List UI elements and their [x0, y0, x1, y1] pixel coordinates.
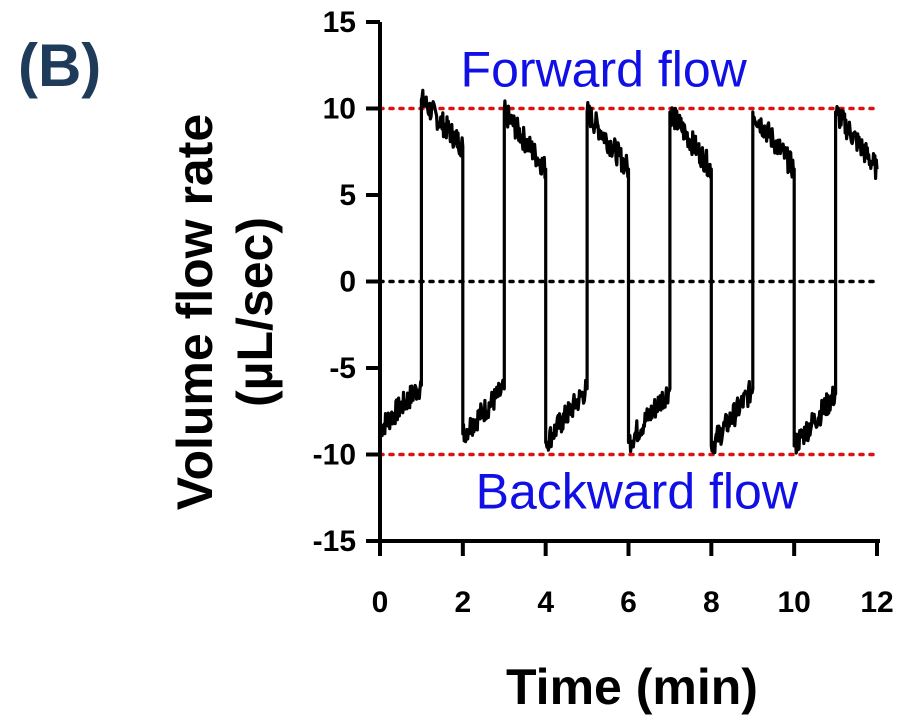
flow-trace-line: [379, 88, 879, 455]
y-tick-label: -15: [313, 525, 356, 558]
x-tick-label: 4: [537, 586, 554, 619]
y-tick-label: -5: [329, 352, 356, 385]
x-tick-label: 2: [454, 586, 471, 619]
x-tick-label: 12: [860, 586, 893, 619]
x-tick-label: 6: [620, 586, 637, 619]
y-tick-label: 15: [323, 6, 356, 39]
y-axis-title-line1: Volume flow rate: [167, 114, 223, 510]
x-ticks: 0 2 4 6 8 10 12: [372, 541, 894, 619]
y-ticks: 15 10 5 0 -5 -10 -15: [313, 6, 380, 558]
x-axis-title: Time (min): [506, 659, 758, 715]
x-tick-label: 0: [372, 586, 389, 619]
x-tick-label: 8: [703, 586, 720, 619]
backward-flow-annotation: Backward flow: [476, 464, 799, 520]
flow-trace: [379, 88, 879, 455]
y-tick-label: -10: [313, 439, 356, 472]
annotations: Forward flow Backward flow: [461, 41, 799, 519]
y-tick-label: 5: [339, 179, 356, 212]
y-tick-label: 10: [323, 93, 356, 126]
y-axis-title-line2: (µL/sec): [227, 217, 283, 407]
x-tick-label: 10: [777, 586, 810, 619]
y-tick-label: 0: [339, 266, 356, 299]
forward-flow-annotation: Forward flow: [461, 41, 748, 97]
panel-label: (B): [18, 32, 101, 99]
axes: 15 10 5 0 -5 -10 -15 0 2 4 6 8 10 12: [313, 6, 894, 619]
